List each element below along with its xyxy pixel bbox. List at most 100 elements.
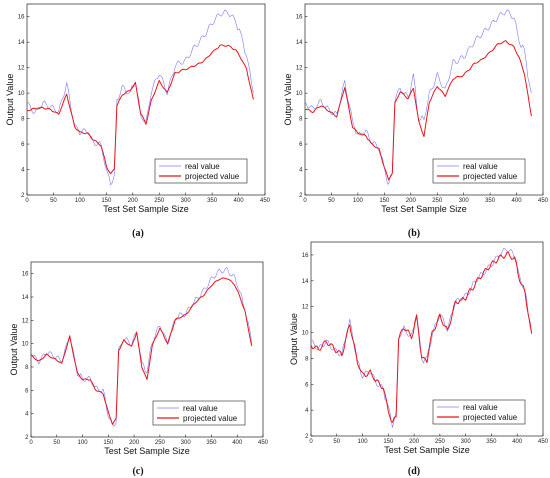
y-tick-label: 12: [302, 305, 309, 311]
y-tick-label: 12: [22, 318, 29, 324]
x-tick-label: 150: [101, 198, 112, 204]
x-tick-label: 100: [78, 440, 89, 446]
projected-value-line: [310, 251, 533, 423]
real-value-line: [26, 9, 254, 186]
y-tick-label: 6: [305, 382, 309, 388]
x-tick-label: 350: [485, 198, 496, 204]
y-tick-label: 14: [302, 279, 309, 285]
x-tick-label: 150: [103, 440, 114, 446]
x-tick-label: 50: [53, 440, 60, 446]
y-tick-label: 14: [22, 295, 29, 301]
x-tick-label: 0: [25, 198, 29, 204]
y-tick-label: 4: [299, 168, 303, 174]
x-axis-label: Test Set Sample Size: [104, 446, 190, 456]
x-tick-label: 100: [353, 198, 364, 204]
y-axis-label: Output Value: [283, 74, 293, 126]
y-tick-label: 10: [18, 91, 25, 97]
legend-entry: real value: [183, 404, 218, 413]
x-tick-label: 0: [29, 440, 33, 446]
plot-area-frame: [30, 261, 264, 438]
y-tick-label: 14: [18, 40, 25, 46]
x-tick-label: 100: [358, 439, 369, 445]
x-tick-label: 300: [461, 439, 472, 445]
y-axis-label: Output Value: [289, 313, 299, 365]
y-tick-label: 2: [305, 434, 309, 440]
projected-value-line: [26, 44, 254, 175]
chart-panel: 0 50 100 150 200 250 300 350 400 450 2 4 6 8 10 12 14 16 T…: [283, 3, 549, 239]
legend-entry: real value: [463, 403, 498, 412]
y-tick-label: 8: [305, 356, 309, 362]
x-tick-label: 200: [409, 439, 420, 445]
panel-caption: (b): [408, 228, 420, 239]
x-tick-label: 350: [206, 440, 217, 446]
y-tick-label: 10: [302, 331, 309, 337]
legend-entry: real value: [463, 162, 498, 171]
x-tick-label: 0: [303, 198, 307, 204]
y-tick-label: 2: [21, 193, 25, 199]
x-tick-label: 300: [459, 198, 470, 204]
x-tick-label: 400: [512, 198, 523, 204]
x-axis-label: Test Set Sample Size: [381, 204, 467, 214]
x-tick-label: 150: [383, 439, 394, 445]
y-tick-label: 8: [299, 117, 303, 123]
legend-box: [432, 399, 526, 425]
y-tick-label: 12: [18, 66, 25, 72]
x-tick-label: 450: [538, 198, 549, 204]
x-tick-label: 400: [234, 198, 245, 204]
y-tick-label: 16: [296, 15, 303, 21]
x-tick-label: 50: [328, 198, 335, 204]
plot-area-frame: [310, 241, 544, 437]
x-tick-label: 450: [538, 439, 549, 445]
y-axis-label: Output Value: [5, 74, 15, 126]
y-tick-label: 16: [22, 272, 29, 278]
x-tick-label: 450: [258, 440, 269, 446]
x-tick-label: 50: [50, 198, 57, 204]
x-tick-label: 250: [432, 198, 443, 204]
legend-entry: projected value: [463, 413, 518, 422]
legend-box: [154, 158, 248, 184]
x-tick-label: 200: [406, 198, 417, 204]
plot-area-frame: [26, 3, 266, 196]
y-tick-label: 2: [25, 435, 29, 441]
chart-panel: 0 50 100 150 200 250 300 350 400 450 2 4 6 8 10 12 14 16 T…: [5, 3, 271, 239]
x-tick-label: 400: [512, 439, 523, 445]
real-value-line: [304, 9, 532, 185]
x-tick-label: 250: [435, 439, 446, 445]
y-tick-label: 4: [21, 168, 25, 174]
legend-box: [432, 158, 526, 184]
x-tick-label: 300: [181, 440, 192, 446]
y-tick-label: 10: [296, 91, 303, 97]
panel-caption: (c): [132, 466, 143, 477]
y-tick-label: 14: [296, 40, 303, 46]
legend-entry: projected value: [463, 172, 518, 181]
x-tick-label: 400: [232, 440, 243, 446]
x-tick-label: 100: [75, 198, 86, 204]
y-tick-label: 4: [25, 412, 29, 418]
legend-entry: projected value: [185, 172, 240, 181]
x-tick-label: 200: [129, 440, 140, 446]
y-tick-label: 10: [22, 342, 29, 348]
projected-value-line: [30, 277, 253, 425]
chart-panel: 0 50 100 150 200 250 300 350 400 450 2 4 6 8 10 12 14 16 T…: [289, 241, 549, 477]
x-axis-label: Test Set Sample Size: [103, 204, 189, 214]
plot-area-frame: [304, 3, 544, 196]
y-tick-label: 6: [21, 142, 25, 148]
panel-caption: (d): [408, 466, 420, 477]
chart-panel: 0 50 100 150 200 250 300 350 400 450 2 4 6 8 10 12 14 16 T…: [9, 261, 269, 477]
panel-caption: (a): [132, 228, 144, 239]
x-axis-label: Test Set Sample Size: [384, 445, 470, 455]
x-tick-label: 200: [128, 198, 139, 204]
x-tick-label: 350: [486, 439, 497, 445]
y-tick-label: 2: [299, 193, 303, 199]
x-tick-label: 250: [154, 198, 165, 204]
x-tick-label: 350: [207, 198, 218, 204]
y-tick-label: 4: [305, 408, 309, 414]
legend-box: [152, 400, 246, 426]
x-tick-label: 450: [260, 198, 271, 204]
x-tick-label: 250: [155, 440, 166, 446]
